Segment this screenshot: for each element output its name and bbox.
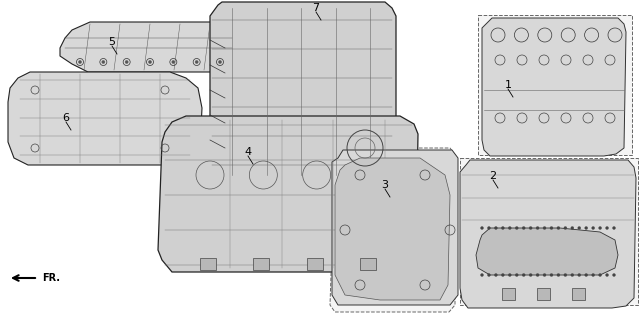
Circle shape (591, 273, 595, 277)
Circle shape (598, 273, 602, 277)
Circle shape (591, 226, 595, 229)
Circle shape (605, 273, 609, 277)
Circle shape (550, 226, 553, 229)
Circle shape (148, 61, 152, 63)
Text: 2: 2 (490, 171, 497, 181)
Circle shape (612, 226, 616, 229)
Circle shape (578, 226, 580, 229)
Circle shape (522, 226, 525, 229)
Bar (572, 288, 585, 300)
Circle shape (536, 273, 539, 277)
Circle shape (515, 273, 518, 277)
Polygon shape (210, 2, 396, 180)
Circle shape (612, 273, 616, 277)
Circle shape (585, 226, 588, 229)
Circle shape (508, 226, 511, 229)
Polygon shape (476, 228, 618, 275)
Circle shape (550, 273, 553, 277)
Circle shape (515, 226, 518, 229)
Polygon shape (330, 148, 455, 312)
Circle shape (501, 226, 504, 229)
Circle shape (501, 273, 504, 277)
Text: 3: 3 (381, 180, 388, 190)
Text: 6: 6 (63, 113, 70, 123)
Circle shape (578, 273, 580, 277)
Circle shape (564, 273, 567, 277)
Circle shape (508, 273, 511, 277)
Bar (307, 258, 323, 270)
Text: 4: 4 (244, 147, 252, 157)
Circle shape (571, 273, 574, 277)
Text: 5: 5 (109, 37, 115, 47)
Circle shape (585, 273, 588, 277)
Circle shape (598, 226, 602, 229)
Polygon shape (335, 158, 450, 300)
Circle shape (172, 61, 175, 63)
Bar (360, 258, 376, 270)
Bar (537, 288, 550, 300)
Circle shape (102, 61, 105, 63)
Text: FR.: FR. (42, 273, 60, 283)
Circle shape (522, 273, 525, 277)
Circle shape (488, 226, 490, 229)
Circle shape (529, 273, 532, 277)
Polygon shape (460, 158, 638, 305)
Circle shape (488, 273, 490, 277)
Circle shape (536, 226, 539, 229)
Circle shape (481, 226, 483, 229)
Polygon shape (478, 15, 632, 155)
Circle shape (481, 273, 483, 277)
Bar (253, 258, 269, 270)
Circle shape (543, 273, 546, 277)
Circle shape (218, 61, 221, 63)
Polygon shape (332, 150, 458, 305)
Circle shape (571, 226, 574, 229)
Circle shape (79, 61, 81, 63)
Bar (200, 258, 216, 270)
Circle shape (557, 273, 560, 277)
Circle shape (543, 226, 546, 229)
Circle shape (494, 226, 497, 229)
Polygon shape (460, 160, 636, 308)
Circle shape (195, 61, 198, 63)
Polygon shape (60, 22, 242, 72)
Polygon shape (482, 18, 626, 156)
Polygon shape (158, 116, 418, 272)
Bar (502, 288, 515, 300)
Polygon shape (8, 72, 202, 165)
Text: 7: 7 (312, 3, 319, 13)
Circle shape (125, 61, 128, 63)
Text: 1: 1 (504, 80, 511, 90)
Circle shape (564, 226, 567, 229)
Circle shape (557, 226, 560, 229)
Circle shape (605, 226, 609, 229)
Circle shape (494, 273, 497, 277)
Circle shape (529, 226, 532, 229)
